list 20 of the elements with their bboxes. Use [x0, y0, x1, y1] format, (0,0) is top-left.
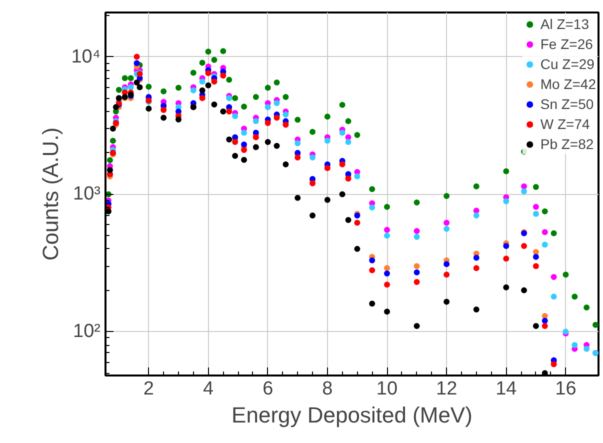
- y-tick-label: 10²: [73, 321, 101, 342]
- legend-label: Fe Z=26: [540, 36, 593, 52]
- legend-label: W Z=74: [540, 116, 590, 132]
- y-tick-label: 10⁴: [71, 46, 101, 68]
- x-tick-label: 10: [376, 378, 398, 400]
- legend-label: Mo Z=42: [540, 76, 596, 92]
- x-tick-label: 4: [202, 378, 214, 400]
- legend-label: Cu Z=29: [540, 56, 594, 72]
- legend-label: Pb Z=82: [540, 136, 594, 152]
- x-tick-label: 12: [436, 378, 458, 400]
- y-axis-title: Counts (A.U.): [38, 127, 64, 261]
- x-tick-label: 2: [143, 378, 154, 400]
- x-tick-label: 14: [496, 378, 518, 400]
- x-tick-label: 16: [555, 378, 576, 400]
- x-tick-label: 6: [262, 378, 274, 400]
- legend-label: Sn Z=50: [540, 96, 594, 112]
- x-tick-label: 8: [322, 378, 333, 400]
- y-tick-label: 10³: [73, 184, 101, 205]
- x-axis-title: Energy Deposited (MeV): [232, 402, 472, 428]
- legend-label: Al Z=13: [540, 16, 589, 32]
